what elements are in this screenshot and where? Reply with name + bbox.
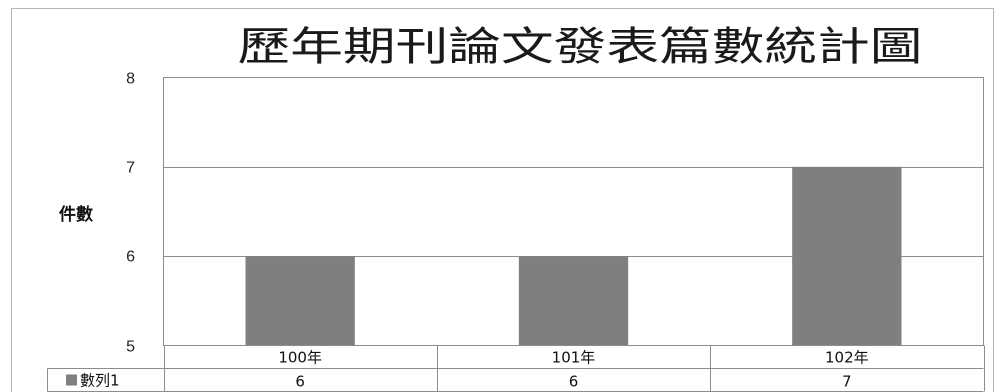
x-category-label: 100年	[278, 349, 322, 367]
table-value: 6	[569, 373, 579, 391]
y-tick-label: 8	[126, 71, 135, 88]
bars	[245, 166, 902, 346]
bar	[245, 256, 355, 346]
legend-swatch	[66, 374, 77, 386]
y-tick-label: 5	[126, 339, 135, 356]
bar	[792, 166, 902, 346]
y-axis-label: 件數	[59, 204, 93, 225]
x-category-label: 102年	[825, 349, 869, 367]
legend-series-name: 數列1	[80, 372, 120, 390]
x-category-label: 101年	[552, 349, 596, 367]
y-axis-ticks: 5 6 7 8	[126, 71, 135, 356]
bar	[518, 256, 629, 346]
chart-frame	[11, 8, 994, 392]
y-tick-label: 6	[126, 249, 135, 266]
table-value: 7	[842, 373, 852, 391]
y-tick-label: 7	[126, 160, 135, 177]
chart-title: 歷年期刊論文發表篇數統計圖	[238, 24, 923, 70]
table-value: 6	[295, 373, 305, 391]
